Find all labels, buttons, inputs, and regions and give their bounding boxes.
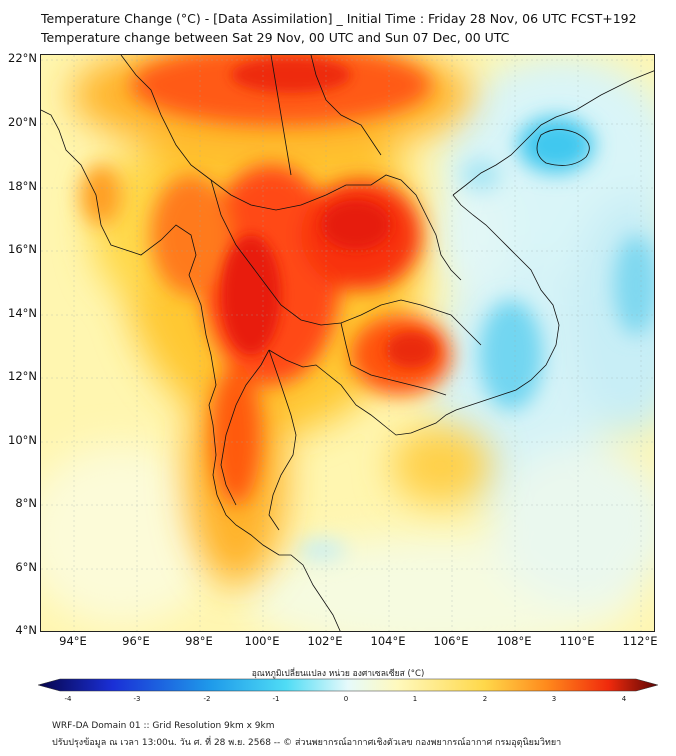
colorbar-gradient — [38, 678, 658, 692]
lon-label-100e: 100°E — [244, 634, 280, 648]
colorbar-tick: -1 — [272, 695, 280, 703]
cold-core-layer — [296, 117, 654, 560]
lon-label-110e: 110°E — [559, 634, 595, 648]
lon-label-102e: 102°E — [307, 634, 343, 648]
model-info: WRF-DA Domain 01 :: Grid Resolution 9km … — [52, 721, 275, 731]
lon-label-96e: 96°E — [122, 634, 150, 648]
colorbar — [38, 678, 658, 692]
colorbar-tick: 1 — [412, 695, 418, 703]
lon-label-106e: 106°E — [433, 634, 469, 648]
colorbar-tick: 3 — [551, 695, 557, 703]
update-credit: ปรับปรุงข้อมูล ณ เวลา 13:00น. วัน ศ. ที่… — [52, 738, 562, 748]
lat-label-4n: 4°N — [15, 623, 37, 637]
lat-label-14n: 14°N — [8, 306, 37, 320]
lat-label-6n: 6°N — [15, 560, 37, 574]
lat-label-18n: 18°N — [8, 179, 37, 193]
lon-label-104e: 104°E — [370, 634, 406, 648]
map-canvas — [41, 55, 654, 631]
colorbar-tick: 2 — [482, 695, 488, 703]
cool-anomaly-layer — [41, 55, 654, 631]
colorbar-tick: -2 — [203, 695, 211, 703]
colorbar-tick: 4 — [621, 695, 627, 703]
map-title: Temperature Change (°C) - [Data Assimila… — [41, 11, 637, 26]
colorbar-tick: -4 — [64, 695, 72, 703]
map-subtitle: Temperature change between Sat 29 Nov, 0… — [41, 30, 510, 45]
lon-label-108e: 108°E — [496, 634, 532, 648]
max-core-layer — [221, 57, 436, 368]
lat-label-10n: 10°N — [8, 433, 37, 447]
colorbar-tick: 0 — [343, 695, 349, 703]
lat-label-22n: 22°N — [8, 51, 37, 65]
temperature-change-map — [40, 54, 655, 632]
lat-label-20n: 20°N — [8, 115, 37, 129]
lon-label-98e: 98°E — [185, 634, 213, 648]
lon-label-112e: 112°E — [622, 634, 658, 648]
lat-label-8n: 8°N — [15, 496, 37, 510]
lat-label-16n: 16°N — [8, 242, 37, 256]
lat-label-12n: 12°N — [8, 369, 37, 383]
coastlines-and-borders — [41, 55, 654, 631]
lon-label-94e: 94°E — [59, 634, 87, 648]
colorbar-tick: -3 — [133, 695, 141, 703]
colorbar-title: อุณหภูมิเปลี่ยนแปลง หน่วย องศาเซลเซียส (… — [251, 669, 425, 679]
